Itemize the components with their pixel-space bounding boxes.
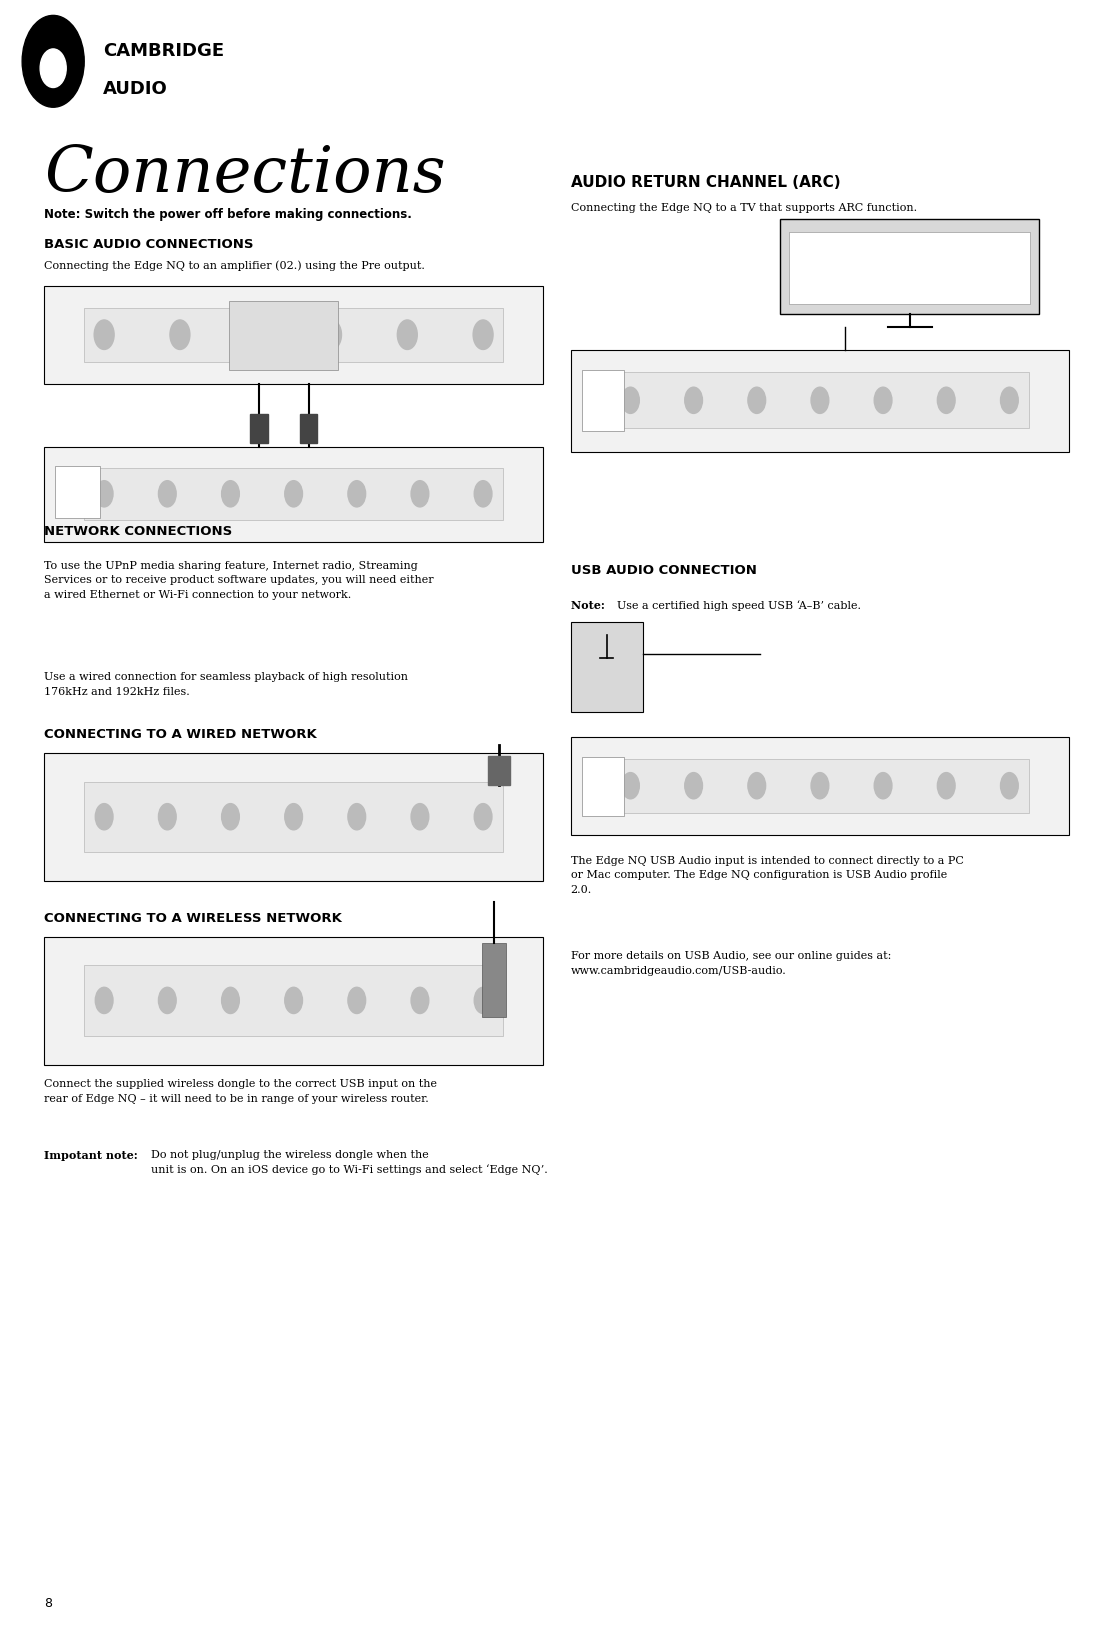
Text: Do not plug/unplug the wireless dongle when the
unit is on. On an iOS device go : Do not plug/unplug the wireless dongle w… (151, 1149, 547, 1175)
Circle shape (1001, 774, 1018, 800)
Bar (44, 938, 543, 1065)
Circle shape (40, 49, 66, 89)
Text: For more details on USB Audio, see our online guides at:
www.cambridgeaudio.com/: For more details on USB Audio, see our o… (571, 951, 891, 975)
Circle shape (95, 988, 113, 1015)
Bar (789, 233, 1030, 305)
Circle shape (158, 805, 176, 831)
Circle shape (474, 988, 492, 1015)
Circle shape (937, 774, 955, 800)
Text: Connecting the Edge NQ to an amplifier (02.) using the Pre output.: Connecting the Edge NQ to an amplifier (… (44, 261, 425, 270)
Circle shape (622, 388, 639, 415)
Text: BASIC AUDIO CONNECTIONS: BASIC AUDIO CONNECTIONS (44, 238, 254, 251)
Circle shape (811, 774, 829, 800)
Circle shape (170, 321, 189, 351)
Circle shape (158, 988, 176, 1015)
Bar (44, 447, 543, 543)
Circle shape (685, 774, 702, 800)
Circle shape (748, 774, 766, 800)
Circle shape (811, 388, 829, 415)
Text: Connecting the Edge NQ to a TV that supports ARC function.: Connecting the Edge NQ to a TV that supp… (571, 203, 916, 213)
Bar (229, 302, 339, 370)
Circle shape (348, 988, 366, 1015)
Circle shape (95, 805, 113, 831)
Bar (611, 374, 1029, 429)
Bar (571, 738, 1069, 836)
Circle shape (321, 321, 341, 351)
Circle shape (474, 482, 492, 508)
Circle shape (411, 805, 429, 831)
Circle shape (1001, 388, 1018, 415)
Bar (250, 415, 268, 444)
Bar (299, 415, 318, 444)
Circle shape (158, 482, 176, 508)
Bar (571, 351, 1069, 452)
Bar (55, 467, 100, 520)
Circle shape (94, 321, 114, 351)
Circle shape (874, 388, 892, 415)
Circle shape (285, 805, 302, 831)
Circle shape (937, 388, 955, 415)
Text: To use the UPnP media sharing feature, Internet radio, Streaming
Services or to : To use the UPnP media sharing feature, I… (44, 561, 434, 600)
Circle shape (473, 321, 493, 351)
Circle shape (474, 805, 492, 831)
Text: CONNECTING TO A WIRED NETWORK: CONNECTING TO A WIRED NETWORK (44, 728, 317, 741)
Text: Impotant note:: Impotant note: (44, 1149, 142, 1160)
Circle shape (348, 482, 366, 508)
Text: CAMBRIDGE: CAMBRIDGE (103, 43, 224, 59)
Circle shape (285, 988, 302, 1015)
Bar (84, 782, 503, 852)
Circle shape (622, 774, 639, 800)
Circle shape (222, 805, 239, 831)
Text: The Edge NQ USB Audio input is intended to connect directly to a PC
or Mac compu: The Edge NQ USB Audio input is intended … (571, 856, 964, 895)
Bar (582, 370, 624, 433)
Bar (780, 220, 1039, 315)
Circle shape (95, 482, 113, 508)
Bar (482, 944, 506, 1018)
Text: NETWORK CONNECTIONS: NETWORK CONNECTIONS (44, 524, 233, 538)
Text: AUDIO: AUDIO (103, 80, 167, 97)
Text: CONNECTING TO A WIRELESS NETWORK: CONNECTING TO A WIRELESS NETWORK (44, 911, 342, 924)
Circle shape (685, 388, 702, 415)
Circle shape (874, 774, 892, 800)
Text: Connect the supplied wireless dongle to the correct USB input on the
rear of Edg: Connect the supplied wireless dongle to … (44, 1078, 438, 1103)
Circle shape (22, 16, 84, 108)
Circle shape (285, 482, 302, 508)
Circle shape (748, 388, 766, 415)
Circle shape (398, 321, 418, 351)
Text: Note:: Note: (571, 600, 608, 611)
Circle shape (411, 482, 429, 508)
Text: Note: Switch the power off before making connections.: Note: Switch the power off before making… (44, 208, 412, 221)
Circle shape (348, 805, 366, 831)
Text: Connections: Connections (44, 144, 445, 207)
Text: AUDIO RETURN CHANNEL (ARC): AUDIO RETURN CHANNEL (ARC) (571, 175, 840, 190)
Bar (84, 308, 503, 362)
Bar (611, 759, 1029, 813)
Text: Use a certified high speed USB ‘A–B’ cable.: Use a certified high speed USB ‘A–B’ cab… (617, 600, 861, 611)
Bar (582, 757, 624, 816)
Bar (44, 754, 543, 882)
Bar (84, 965, 503, 1036)
Bar (571, 623, 643, 713)
Bar (84, 469, 503, 521)
Bar (488, 756, 510, 785)
Text: 8: 8 (44, 1596, 52, 1609)
Circle shape (411, 988, 429, 1015)
Circle shape (222, 988, 239, 1015)
Text: USB AUDIO CONNECTION: USB AUDIO CONNECTION (571, 564, 757, 577)
Bar (44, 287, 543, 385)
Circle shape (246, 321, 266, 351)
Circle shape (222, 482, 239, 508)
Text: Use a wired connection for seamless playback of high resolution
176kHz and 192kH: Use a wired connection for seamless play… (44, 672, 409, 697)
